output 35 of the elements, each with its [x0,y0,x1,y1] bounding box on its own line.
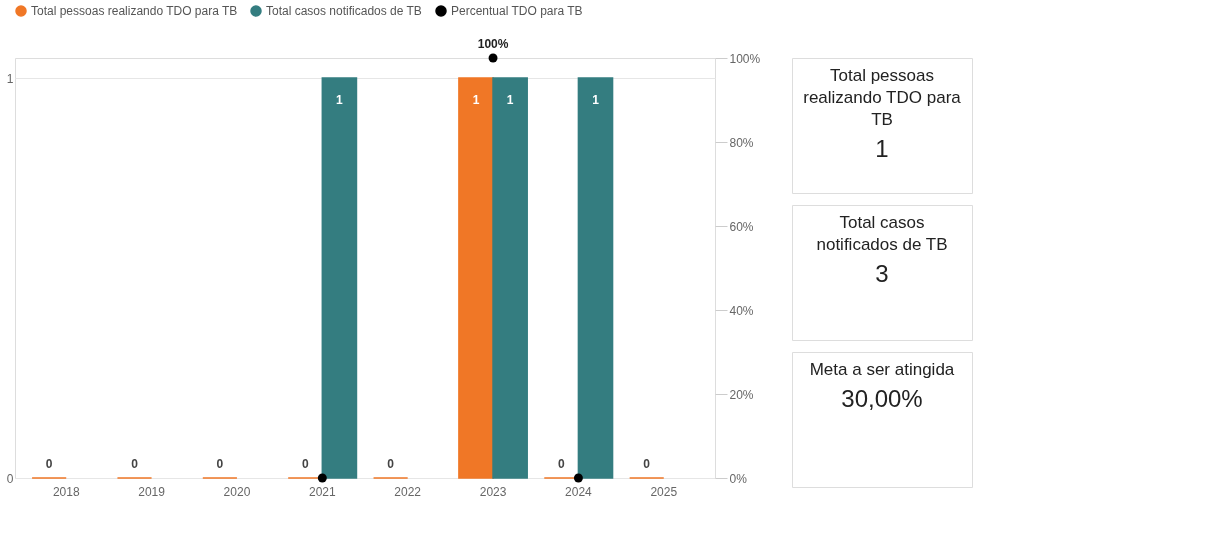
y2-tick-label: 60% [729,219,754,234]
x-tick-label: 2021 [308,484,336,499]
y2-tick-label: 100% [729,51,761,66]
data-label: 0 [558,457,565,471]
y2-tick-label: 40% [729,303,754,318]
data-label: 0 [131,457,139,471]
data-label: 1 [592,93,600,107]
x-tick-label: 2024 [565,484,593,499]
x-tick-label: 2025 [650,484,678,499]
data-label: 100% [477,37,509,51]
y2-tick-label: 80% [729,135,754,150]
data-label: 0 [387,457,395,471]
legend-label: Total casos notificados de TB [266,4,422,18]
data-label: 0 [45,457,53,471]
text: 1 [875,135,889,162]
text: 30,00% [841,385,923,412]
x-tick-label: 2018 [52,484,80,499]
x-tick-label: 2023 [479,484,507,499]
data-label: 1 [506,93,514,107]
data-label: 1 [472,93,480,107]
x-tick-label: 2019 [138,484,166,499]
data-label: 0 [643,457,651,471]
legend-label: Total pessoas realizando TDO para TB [31,4,238,18]
data-label: 0 [216,457,224,471]
text: 3 [875,260,889,287]
text: Meta a ser atingida [809,360,955,379]
x-tick-label: 2022 [394,484,422,499]
y2-tick-label: 0% [729,471,748,486]
data-label: 1 [336,93,344,107]
legend-label: Percentual TDO para TB [451,4,583,18]
data-label: 0 [301,457,309,471]
text: Total pessoas realizando TDO para TB [803,66,962,129]
text: Total casos notificados de TB [816,213,948,254]
x-tick-label: 2020 [223,484,251,499]
y2-tick-label: 20% [729,387,754,402]
